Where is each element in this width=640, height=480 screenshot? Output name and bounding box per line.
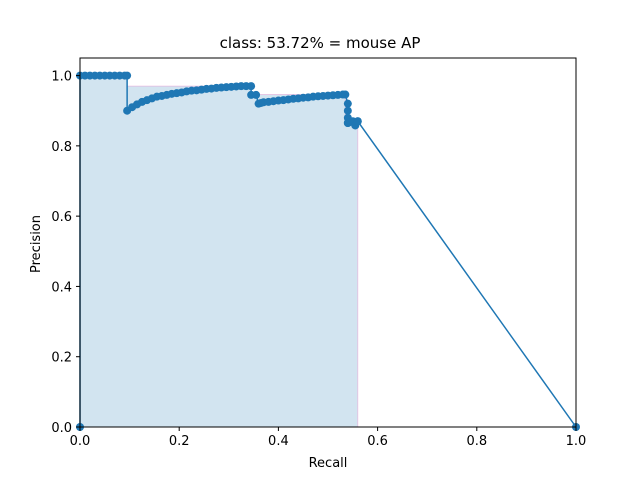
chart-title: class: 53.72% = mouse AP xyxy=(220,34,421,52)
data-point xyxy=(343,106,352,115)
data-point xyxy=(353,117,362,126)
ap-area-layer xyxy=(79,75,359,428)
y-tick-label: 0.0 xyxy=(51,421,72,436)
y-axis-label: Precision xyxy=(29,215,44,273)
y-tick-label: 1.0 xyxy=(51,70,72,85)
y-tick-label: 0.8 xyxy=(51,140,72,155)
y-tick-label: 0.2 xyxy=(51,351,72,366)
x-axis-label: Recall xyxy=(309,456,348,471)
data-point xyxy=(341,90,350,99)
axes-layer xyxy=(79,57,577,428)
series-layer xyxy=(76,71,580,431)
data-point xyxy=(123,71,132,80)
x-tick-label: 1.0 xyxy=(566,434,587,449)
ticks-layer: 0.0 0.2 0.4 0.6 0.8 1.0 0.0 0.2 0.4 0.6 0.8 1.0 xyxy=(51,70,586,449)
y-tick-label: 0.4 xyxy=(51,280,72,295)
ap-area xyxy=(79,75,359,428)
y-tick-label: 0.6 xyxy=(51,210,72,225)
x-tick-label: 0.2 xyxy=(169,434,190,449)
data-point xyxy=(252,90,261,99)
x-tick-label: 0.0 xyxy=(70,434,91,449)
x-tick-label: 0.8 xyxy=(466,434,487,449)
data-point xyxy=(343,99,352,108)
data-point xyxy=(247,82,256,91)
x-tick-label: 0.4 xyxy=(268,434,289,449)
x-tick-label: 0.6 xyxy=(367,434,388,449)
plot-frame xyxy=(79,57,577,428)
